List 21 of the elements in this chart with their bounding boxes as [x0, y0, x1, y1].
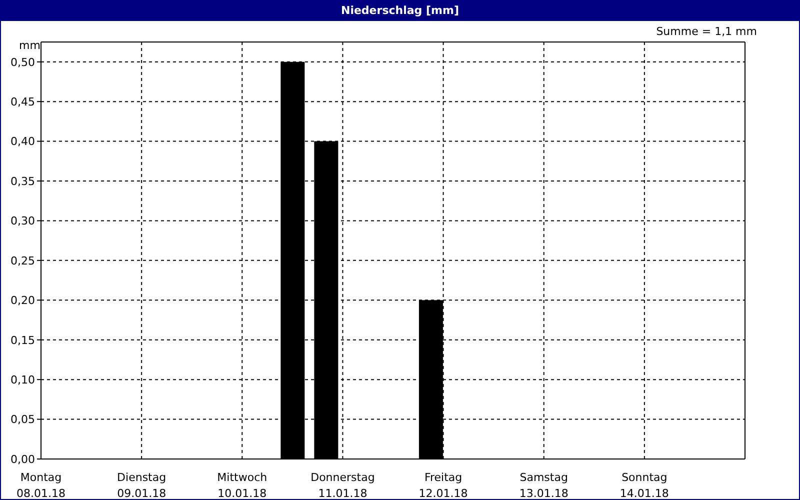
y-axis-title: mm [19, 39, 40, 52]
y-tick-label: 0,35 [10, 174, 35, 188]
x-tick-label: Dienstag 09.01.18 [117, 471, 166, 500]
y-tick-label: 0,45 [10, 95, 35, 108]
chart-title: Niederschlag [mm] [1, 1, 799, 21]
y-tick-label: 0,40 [10, 135, 35, 148]
x-tick-label: Mittwoch 10.01.18 [217, 471, 268, 500]
y-tick-label: 0,50 [10, 56, 35, 69]
x-tick-label: Sonntag 14.01.18 [620, 471, 669, 500]
x-tick-label: Samstag 13.01.18 [519, 471, 568, 500]
y-tick-label: 0,25 [10, 254, 35, 268]
x-tick-label: Freitag 12.01.18 [418, 471, 468, 500]
y-tick-label: 0,05 [10, 413, 35, 426]
y-tick-label: 0,00 [10, 452, 35, 466]
x-tick-label: Montag 08.01.18 [16, 471, 66, 500]
y-tick-label: 0,30 [10, 214, 35, 228]
y-tick-label: 0,10 [10, 373, 35, 386]
text: Summe = 1,1 mm [656, 25, 757, 38]
y-tick-label: 0,20 [10, 294, 35, 308]
y-tick-label: 0,15 [10, 334, 35, 347]
x-tick-label: Donnerstag 11.01.18 [310, 471, 375, 500]
